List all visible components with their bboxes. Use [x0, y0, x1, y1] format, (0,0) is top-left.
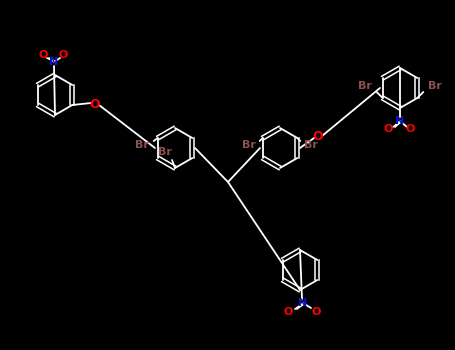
Text: O: O	[383, 124, 393, 134]
Text: N: N	[298, 298, 308, 308]
Text: Br: Br	[158, 147, 172, 157]
Text: O: O	[90, 98, 100, 112]
Text: O: O	[311, 307, 321, 317]
Text: O: O	[38, 50, 48, 60]
Text: Br: Br	[429, 81, 442, 91]
Text: O: O	[313, 130, 324, 142]
Text: Br: Br	[242, 140, 256, 150]
Text: O: O	[405, 124, 415, 134]
Text: N: N	[50, 57, 59, 67]
Text: O: O	[283, 307, 293, 317]
Text: Br: Br	[358, 81, 372, 91]
Text: O: O	[58, 50, 68, 60]
Text: Br: Br	[304, 140, 318, 150]
Text: N: N	[395, 116, 404, 126]
Text: Br: Br	[135, 140, 149, 150]
